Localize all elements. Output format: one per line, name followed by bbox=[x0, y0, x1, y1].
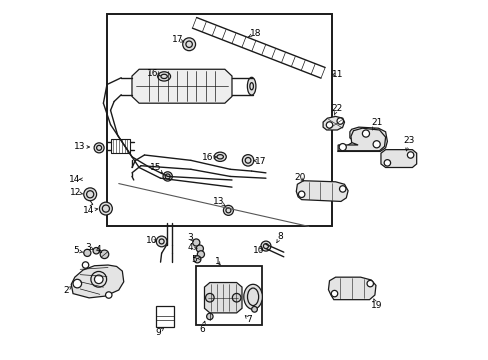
Circle shape bbox=[94, 143, 104, 153]
Circle shape bbox=[339, 144, 346, 151]
Text: 1: 1 bbox=[214, 257, 220, 266]
Polygon shape bbox=[337, 127, 386, 152]
Circle shape bbox=[407, 152, 413, 158]
Circle shape bbox=[183, 38, 195, 51]
Circle shape bbox=[331, 291, 337, 297]
Bar bbox=[156, 306, 173, 327]
Circle shape bbox=[196, 245, 203, 252]
Circle shape bbox=[105, 292, 112, 298]
Circle shape bbox=[242, 155, 253, 166]
Text: 22: 22 bbox=[330, 104, 342, 113]
Text: 16: 16 bbox=[146, 69, 158, 78]
Text: 21: 21 bbox=[370, 118, 382, 127]
Circle shape bbox=[156, 236, 166, 247]
Text: 17: 17 bbox=[254, 157, 266, 166]
Circle shape bbox=[99, 202, 112, 215]
Circle shape bbox=[83, 249, 91, 256]
Circle shape bbox=[232, 293, 241, 302]
Circle shape bbox=[193, 256, 201, 263]
Polygon shape bbox=[71, 265, 123, 298]
Circle shape bbox=[336, 118, 343, 124]
Circle shape bbox=[83, 188, 97, 201]
Text: 3: 3 bbox=[85, 243, 91, 252]
Text: 12: 12 bbox=[70, 188, 81, 197]
Text: 10: 10 bbox=[145, 236, 157, 245]
Polygon shape bbox=[296, 181, 347, 202]
Circle shape bbox=[325, 122, 332, 128]
Circle shape bbox=[339, 186, 345, 192]
Circle shape bbox=[251, 306, 257, 312]
Text: 10: 10 bbox=[252, 246, 264, 255]
Circle shape bbox=[223, 205, 233, 215]
Polygon shape bbox=[323, 116, 344, 130]
Bar bbox=[110, 139, 130, 153]
Text: 13: 13 bbox=[213, 197, 224, 206]
Circle shape bbox=[366, 280, 373, 287]
Bar bbox=[107, 14, 331, 226]
Polygon shape bbox=[328, 277, 375, 300]
Text: 3: 3 bbox=[187, 233, 193, 242]
Bar bbox=[196, 266, 262, 325]
Circle shape bbox=[205, 293, 214, 302]
Polygon shape bbox=[132, 69, 231, 103]
Text: 4: 4 bbox=[187, 243, 193, 252]
Circle shape bbox=[197, 251, 204, 258]
Text: 18: 18 bbox=[249, 29, 261, 38]
Text: 17: 17 bbox=[171, 35, 183, 44]
Text: 8: 8 bbox=[277, 232, 283, 241]
Text: 13: 13 bbox=[74, 142, 86, 151]
Text: 14: 14 bbox=[69, 175, 81, 184]
Text: 19: 19 bbox=[370, 301, 382, 310]
Circle shape bbox=[192, 239, 200, 246]
Text: 4: 4 bbox=[95, 245, 101, 254]
Ellipse shape bbox=[157, 72, 170, 81]
Circle shape bbox=[163, 172, 172, 181]
Circle shape bbox=[372, 141, 380, 148]
Circle shape bbox=[82, 262, 88, 268]
Text: 23: 23 bbox=[402, 136, 414, 145]
Text: 20: 20 bbox=[294, 173, 305, 182]
Circle shape bbox=[73, 279, 81, 288]
Text: 15: 15 bbox=[150, 163, 162, 172]
Circle shape bbox=[93, 248, 99, 254]
Circle shape bbox=[94, 275, 103, 284]
Text: 9: 9 bbox=[155, 328, 161, 337]
Ellipse shape bbox=[214, 152, 226, 161]
Text: 5: 5 bbox=[73, 246, 79, 255]
Circle shape bbox=[298, 191, 304, 198]
Circle shape bbox=[384, 159, 390, 166]
Polygon shape bbox=[337, 128, 385, 151]
Ellipse shape bbox=[247, 77, 255, 95]
Circle shape bbox=[100, 250, 108, 258]
Text: 16: 16 bbox=[202, 153, 213, 162]
Text: 5: 5 bbox=[190, 255, 196, 264]
Text: 2: 2 bbox=[63, 286, 68, 295]
Ellipse shape bbox=[244, 284, 262, 309]
Text: 7: 7 bbox=[245, 315, 251, 324]
Polygon shape bbox=[204, 283, 242, 313]
Polygon shape bbox=[380, 150, 416, 167]
Circle shape bbox=[206, 313, 213, 320]
Text: 6: 6 bbox=[199, 325, 205, 334]
Circle shape bbox=[261, 241, 270, 251]
Circle shape bbox=[362, 130, 369, 137]
Text: 11: 11 bbox=[331, 70, 343, 79]
Text: 14: 14 bbox=[83, 206, 95, 215]
